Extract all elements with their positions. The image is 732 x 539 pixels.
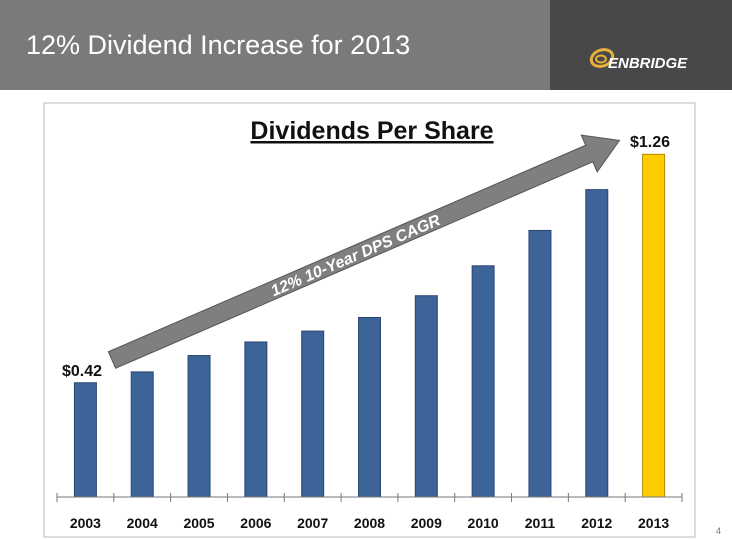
data-label-last: $1.26 <box>630 134 670 151</box>
slide-title: 12% Dividend Increase for 2013 <box>26 30 411 60</box>
bar-2009 <box>414 295 438 498</box>
x-tick-label: 2004 <box>127 515 158 531</box>
bar-2004 <box>130 371 154 498</box>
bar-2006 <box>244 341 268 498</box>
x-tick-label: 2012 <box>581 515 612 531</box>
x-tick-label: 2013 <box>638 515 669 531</box>
bar-2008 <box>358 316 381 498</box>
chart-title: Dividends Per Share <box>250 117 493 145</box>
bar-2003 <box>73 382 97 498</box>
x-tick-label: 2010 <box>468 515 499 531</box>
bar-2007 <box>301 330 325 498</box>
x-tick-label: 2009 <box>411 515 442 531</box>
bar-2012 <box>585 189 609 498</box>
bar-2005 <box>187 355 211 498</box>
x-tick-label: 2008 <box>354 515 385 531</box>
svg-text:ENBRIDGE: ENBRIDGE <box>608 55 688 72</box>
x-tick-label: 2006 <box>240 515 271 531</box>
header-bar <box>0 0 550 90</box>
bar-2013 <box>642 153 666 498</box>
x-tick-label: 2011 <box>525 515 556 531</box>
x-tick-label: 2003 <box>70 515 101 531</box>
page-number: 4 <box>716 526 722 536</box>
bar-2010 <box>471 265 495 498</box>
enbridge-logo: ENBRIDGE <box>589 48 688 72</box>
data-label-first: $0.42 <box>62 363 102 380</box>
x-tick-label: 2007 <box>297 515 328 531</box>
header-logo-panel <box>550 0 732 90</box>
bar-2011 <box>528 229 552 498</box>
x-tick-label: 2005 <box>183 515 214 531</box>
